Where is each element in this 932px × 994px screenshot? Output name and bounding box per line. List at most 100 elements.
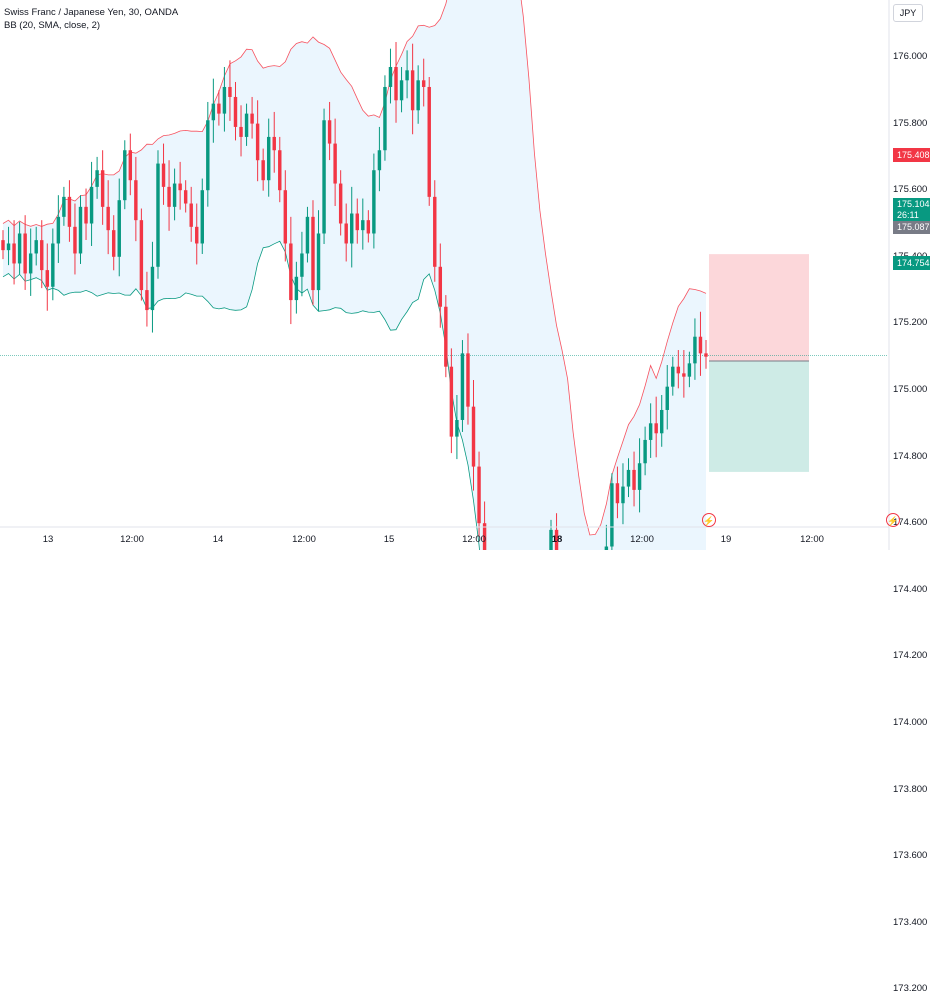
candle-body (687, 363, 692, 377)
price-tick-label: 174.600 (893, 517, 928, 529)
time-tick-label: 12:00 (630, 534, 654, 545)
candle-body (466, 353, 470, 407)
short-position-tool (709, 254, 809, 472)
candle (51, 228, 55, 301)
candle-body (111, 230, 116, 257)
candle (665, 365, 669, 430)
indicator-title[interactable]: BB (20, SMA, close, 2) (4, 20, 101, 31)
candle (388, 48, 393, 104)
candle (383, 75, 387, 161)
candle (134, 156, 138, 242)
candle (217, 90, 221, 126)
take-profit-price-tag: 174.754 (893, 256, 930, 270)
candle-body (28, 253, 33, 274)
candle (444, 295, 448, 378)
candle-body (23, 233, 27, 274)
candle (676, 350, 681, 389)
price-tick-label: 173.200 (893, 983, 928, 994)
candle (682, 350, 686, 398)
candle (40, 220, 44, 289)
candle (139, 208, 144, 301)
time-tick-label: 12:00 (800, 534, 824, 545)
candle-body (261, 160, 265, 181)
candle-body (95, 170, 99, 187)
candle-body (615, 483, 620, 504)
candle-body (344, 223, 348, 244)
candle (167, 160, 171, 231)
candle (233, 81, 238, 141)
candle-body (427, 86, 431, 197)
candle-body (394, 66, 398, 101)
candle (416, 65, 420, 124)
candle-body (704, 353, 708, 357)
candle-body (12, 243, 16, 264)
time-tick-label: 14 (212, 534, 224, 545)
candle-body (189, 203, 193, 227)
time-tick-label: 15 (383, 534, 395, 545)
candle (455, 394, 459, 460)
time-tick-label: 13 (42, 534, 54, 545)
candle-body (405, 70, 409, 81)
candle-body (549, 529, 553, 550)
time-tick-label: 12:00 (120, 534, 144, 545)
candle-body (283, 190, 288, 244)
candle (477, 451, 481, 537)
candle-body (156, 163, 160, 267)
candle (255, 100, 260, 182)
candle (660, 394, 664, 447)
candle-body (643, 439, 647, 464)
candle-body (139, 220, 144, 291)
candle (211, 78, 216, 143)
candle (84, 188, 88, 240)
candle-body (361, 220, 365, 231)
time-tick-label: 12:00 (462, 534, 486, 545)
candle (128, 133, 133, 196)
economic-event-icon[interactable]: ⚡ (886, 513, 900, 527)
candle-body (78, 206, 83, 254)
candle-body (410, 70, 415, 111)
candle (183, 180, 188, 213)
candle (195, 203, 199, 265)
candle (654, 396, 658, 458)
candle (311, 200, 315, 306)
candle-body (117, 200, 121, 257)
candle-body (172, 183, 177, 207)
price-chart[interactable] (0, 0, 932, 550)
candle (361, 198, 365, 250)
candle (95, 156, 99, 199)
currency-badge[interactable]: JPY (893, 4, 923, 22)
candle-body (45, 270, 49, 287)
candle (178, 161, 182, 210)
candle-body (84, 206, 88, 224)
candle-body (178, 183, 182, 191)
candle (244, 103, 249, 146)
candle-body (637, 463, 642, 490)
candle (637, 438, 642, 513)
candle (294, 261, 299, 314)
candle-body (327, 120, 332, 144)
symbol-title[interactable]: Swiss Franc / Japanese Yen, 30, OANDA (4, 7, 179, 18)
economic-event-icon[interactable]: ⚡ (702, 513, 716, 527)
candle-body (482, 523, 487, 550)
candle-body (682, 373, 686, 377)
candle-body (272, 136, 276, 151)
candle-body (145, 290, 149, 311)
candle (272, 111, 276, 173)
candle (100, 150, 105, 225)
candle-body (399, 80, 404, 101)
candle-body (40, 240, 44, 271)
candle (261, 148, 265, 191)
time-tick-label: 18 (551, 534, 563, 545)
price-tick-label: 174.200 (893, 650, 928, 662)
candle-body (217, 103, 221, 114)
candle (289, 216, 293, 325)
candle (471, 380, 476, 491)
candle (106, 180, 110, 255)
bar-countdown: 26:11 (897, 210, 919, 220)
candle (78, 195, 83, 264)
candle-body (255, 123, 260, 161)
candles (1, 42, 708, 550)
price-tick-label: 175.800 (893, 117, 928, 129)
candle-body (477, 466, 481, 524)
candle (6, 226, 11, 266)
